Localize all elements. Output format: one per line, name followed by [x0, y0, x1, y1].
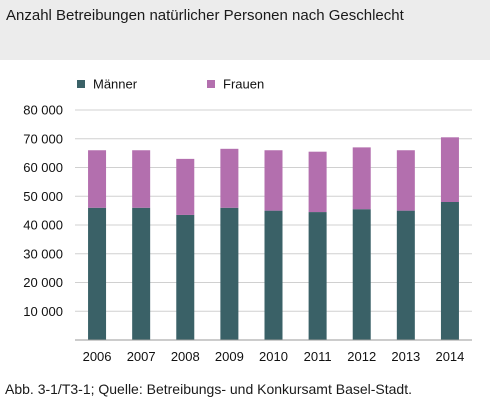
y-axis: 10 000 20 000 30 000 40 000 50 000 60 000 70 0…	[23, 103, 63, 319]
x-axis: 2006 2007 2008 2009 2010 2011 2012 2013 2014	[75, 339, 472, 364]
x-tick-label: 2011	[304, 349, 332, 364]
x-tick-label: 2012	[347, 349, 376, 364]
y-tick-label: 30 000	[23, 246, 63, 261]
y-tick-label: 70 000	[23, 131, 63, 146]
bar-frauen-2011	[308, 151, 327, 213]
stacked-bar-chart: 10 000 20 000 30 000 40 000 50 000 60 000 70 0…	[23, 77, 472, 364]
bar-frauen-2008	[176, 158, 195, 215]
x-tick-label: 2013	[391, 349, 420, 364]
bar-frauen-2007	[132, 150, 151, 208]
bar-frauen-2012	[352, 147, 371, 210]
bar-frauen-2006	[88, 150, 107, 208]
bar-maenner-2011	[308, 212, 327, 340]
x-tick-label: 2014	[435, 349, 464, 364]
x-tick-label: 2010	[259, 349, 288, 364]
y-tick-label: 80 000	[23, 103, 63, 118]
legend-swatch-maenner	[77, 80, 85, 88]
y-tick-label: 20 000	[23, 275, 63, 290]
chart-area: 10 000 20 000 30 000 40 000 50 000 60 000 70 0…	[0, 60, 490, 375]
bar-frauen-2013	[396, 150, 415, 211]
legend: Männer Frauen	[77, 77, 264, 92]
legend-swatch-frauen	[207, 80, 215, 88]
legend-label-frauen: Frauen	[223, 77, 264, 92]
bar-maenner-2013	[396, 210, 415, 340]
bar-frauen-2010	[264, 150, 283, 211]
bar-maenner-2009	[220, 207, 239, 340]
bar-frauen-2014	[440, 137, 459, 202]
y-tick-label: 10 000	[23, 304, 63, 319]
bar-maenner-2012	[352, 209, 371, 340]
x-tick-label: 2009	[215, 349, 244, 364]
y-tick-label: 40 000	[23, 218, 63, 233]
bars	[88, 137, 459, 340]
y-tick-label: 60 000	[23, 160, 63, 175]
chart-title: Anzahl Betreibungen natürlicher Personen…	[6, 7, 404, 24]
x-tick-label: 2006	[83, 349, 112, 364]
legend-label-maenner: Männer	[93, 77, 138, 92]
bar-maenner-2007	[132, 207, 151, 340]
bar-frauen-2009	[220, 148, 239, 208]
bar-maenner-2014	[440, 202, 459, 340]
chart-header: Anzahl Betreibungen natürlicher Personen…	[0, 0, 490, 60]
x-tick-label: 2008	[171, 349, 200, 364]
bar-maenner-2010	[264, 210, 283, 340]
bar-maenner-2008	[176, 214, 195, 340]
y-tick-label: 50 000	[23, 189, 63, 204]
chart-caption: Abb. 3-1/T3-1; Quelle: Betreibungs- und …	[5, 381, 412, 397]
bar-maenner-2006	[88, 207, 107, 340]
x-tick-label: 2007	[127, 349, 156, 364]
